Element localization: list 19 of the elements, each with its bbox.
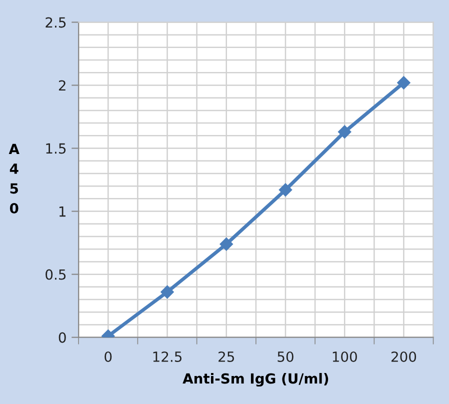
x-tick-label: 12.5 <box>153 351 182 362</box>
x-axis-title: Anti-Sm IgG (U/ml) <box>182 373 328 387</box>
point <box>160 285 174 299</box>
y-tick-label: 2 <box>58 80 66 91</box>
point <box>338 125 352 138</box>
y-tick-label: 1 <box>59 206 66 217</box>
x-tick-label: 50 <box>278 351 294 362</box>
x-tick-label: 0 <box>104 351 112 362</box>
y-tick-label: 2.5 <box>46 17 66 28</box>
y-axis-title: A450 <box>8 144 20 214</box>
x-tick-label: 200 <box>391 351 416 362</box>
y-tick-label: 0 <box>58 332 66 343</box>
y-tick-label: 0.5 <box>46 269 66 280</box>
y-tick-label: 1.5 <box>46 143 66 154</box>
x-tick-label: 100 <box>332 351 357 362</box>
point <box>278 183 292 196</box>
point <box>220 237 233 251</box>
point <box>397 76 410 90</box>
x-tick-label: 25 <box>218 351 234 362</box>
